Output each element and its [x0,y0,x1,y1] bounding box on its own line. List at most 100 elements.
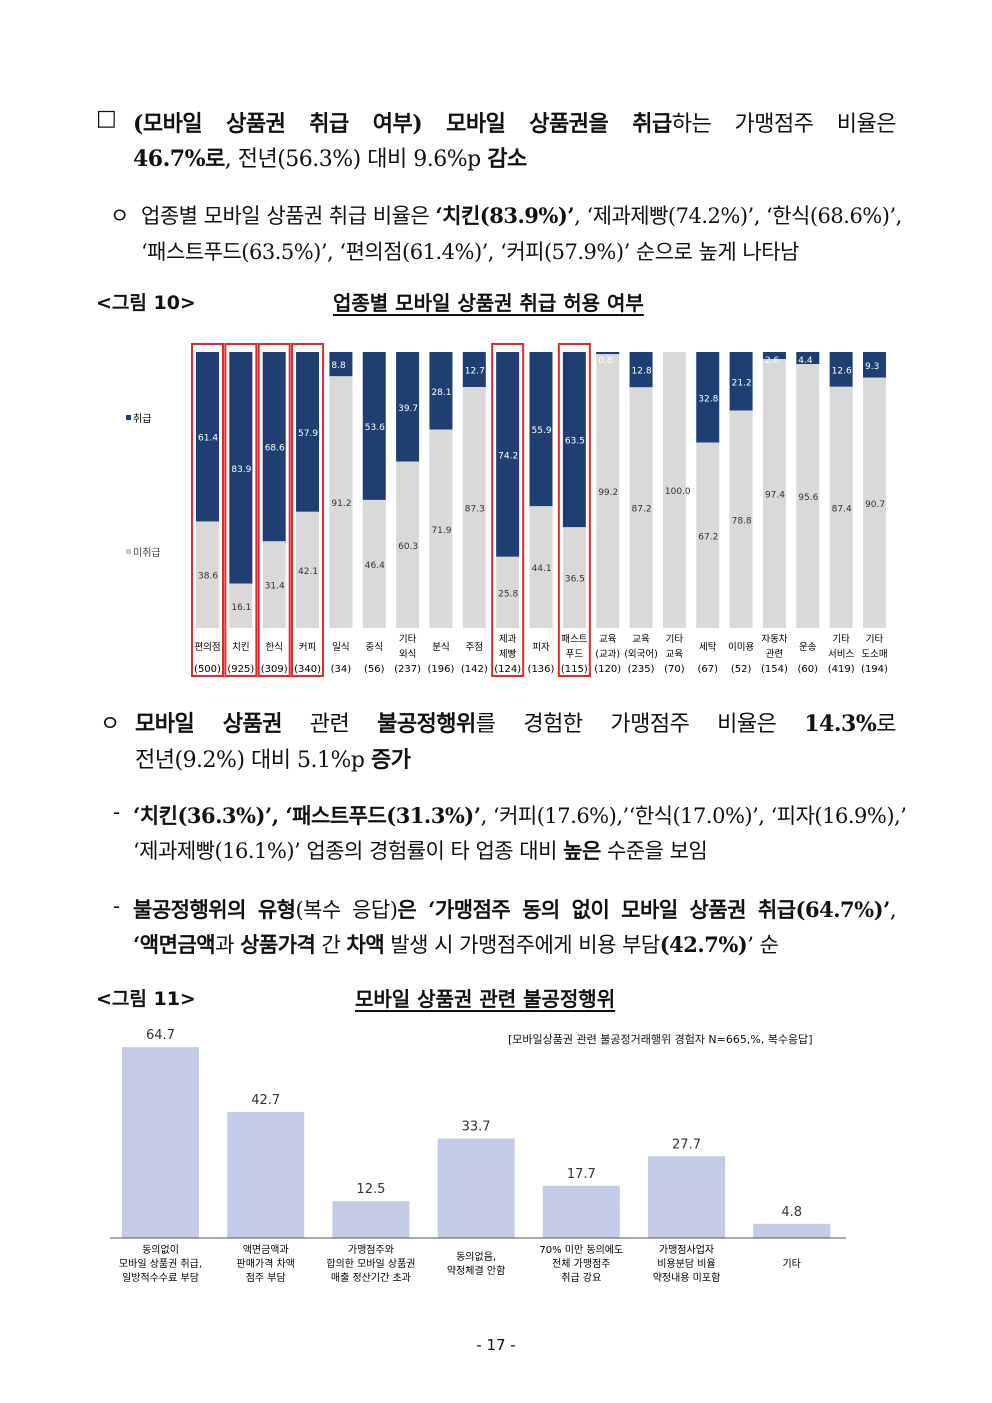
text-segment: (모바일 상품권 취급 여부) 모바일 상품권을 취급 [133,111,672,137]
value-label-not-handled: 71.9 [431,526,451,536]
category-label: 합의한 모바일 상품권 [326,1258,415,1270]
category-label: 한식 [265,642,282,653]
text-segment: 높은 [563,838,601,863]
value-label-not-handled: 99.2 [598,488,618,498]
text-segment: ‘치킨(83.9%)’ [435,203,575,228]
bar-not-handled [429,429,453,628]
bullet: □ [96,106,117,131]
value-label-not-handled: 91.2 [331,499,351,509]
category-label: 푸드 [566,649,584,660]
bar-handled [596,352,620,355]
value-label-not-handled: 87.3 [465,505,485,515]
bar [122,1047,199,1238]
category-label: (외국어) [624,648,658,660]
category-label: 운송 [799,642,817,653]
bar-handled [529,352,553,507]
sample-size-label: (136) [528,664,555,675]
value-label: 64.7 [146,1028,175,1043]
text-segment: (복수 응답) [295,898,398,922]
bar-not-handled [562,527,586,628]
category-label: 교육 [632,634,650,645]
figure-10-label: <그림 10> [96,292,196,314]
category-label: 일식 [332,642,349,653]
text-segment: 로 [876,712,896,737]
bar-handled [696,352,720,443]
sample-size-label: (154) [761,664,788,675]
highlight-box [257,343,291,677]
sample-size-label: (419) [828,664,855,675]
category-label: 서비스 [828,649,854,660]
value-label-not-handled: 44.1 [532,564,552,574]
bar-handled [863,352,886,378]
sample-size-label: (120) [594,664,621,675]
value-label-handled: 83.9 [231,465,251,475]
value-label-not-handled: 60.3 [398,542,418,552]
text-segment: 발생 시 가맹점주에게 비용 부담 [384,933,660,957]
page-number: - 17 - [476,1336,516,1354]
bar-handled [196,352,219,522]
text-segment: 전년(9.2%) 대비 5.1%p [135,748,371,773]
sample-size-label: (142) [461,664,488,675]
value-label-not-handled: 100.0 [665,487,691,497]
value-label-not-handled: 95.6 [798,493,818,503]
text-line: 업종별 모바일 상품권 취급 비율은 ‘치킨(83.9%)’, ‘제과제빵(74… [141,200,902,230]
value-label-handled: 9.3 [865,362,879,372]
text-segment: ‘제과제빵(16.1%)’ 업종의 경험률이 타 업종 대비 [133,839,564,863]
text-line: ‘제과제빵(16.1%)’ 업종의 경험률이 타 업종 대비 높은 수준을 보임 [133,835,708,865]
text-line: 전년(9.2%) 대비 5.1%p 증가 [135,742,411,774]
sample-size-label: (115) [561,664,588,675]
legend-handled: 취급 [133,413,151,425]
bar [648,1156,725,1238]
value-label: 17.7 [567,1167,596,1182]
category-label: 약정내용 미포함 [653,1272,721,1284]
value-label-handled: 63.5 [565,437,585,447]
value-label-handled: 21.2 [732,378,752,388]
text-line: 모바일 상품권 관련 불공정행위를 경험한 가맹점주 비율은 14.3%로 [135,706,896,738]
category-label: 취급 강요 [561,1272,601,1284]
category-label: 판매가격 차액 [237,1257,295,1270]
value-label-handled: 39.7 [398,404,418,414]
value-label-not-handled: 87.4 [832,504,852,514]
bar-not-handled [762,359,786,628]
bar-handled [396,352,420,462]
category-label: 도소매 [861,649,887,660]
bar-handled [729,352,753,411]
sample-size-label: (67) [697,664,718,675]
bar-not-handled [729,410,753,628]
category-label: 패스트 [561,634,587,645]
bar-not-handled [396,461,420,628]
category-label: (교과) [595,649,620,660]
bar-not-handled [296,511,320,628]
bar [437,1138,515,1238]
bar-handled [629,352,653,388]
value-label-handled: 55.9 [532,426,552,436]
category-label: 치킨 [232,641,249,653]
text-line: ‘치킨(36.3%)’, ‘패스트푸드(31.3%)’, ‘커피(17.6%),… [133,800,907,830]
text-segment: 불공정행위 [377,711,476,737]
sample-size-label: (500) [194,664,221,675]
category-label: 약정체결 안함 [447,1265,505,1277]
bar-not-handled [529,506,553,628]
bar-handled [762,352,786,360]
value-label-not-handled: 46.4 [365,561,385,571]
figure-11-title: 모바일 상품권 관련 불공정행위 [355,987,616,1011]
text-line: (모바일 상품권 취급 여부) 모바일 상품권을 취급하는 가맹점주 비율은 [133,106,897,138]
text-segment: 모바일 상품권 [135,711,282,737]
bar-handled [362,352,386,500]
value-label-handled: 0.8 [598,356,613,366]
category-label: 제빵 [499,649,517,660]
text-segment: 하는 가맹점주 비율은 [671,112,897,137]
chart-note: [모바일상품권 관련 불공정거래행위 경험자 N=665,%, 복수응답] [508,1033,813,1046]
bar-not-handled [262,541,286,628]
text-segment: 를 경험한 가맹점주 비율은 [475,712,805,737]
bar-not-handled [696,442,720,628]
value-label-handled: 28.1 [431,388,451,398]
value-label-handled: 57.9 [298,429,318,439]
bar-handled [829,352,853,387]
sample-size-label: (309) [261,664,288,675]
value-label: 4.8 [781,1205,802,1220]
category-label: 교육 [666,649,684,660]
text-segment: , [889,898,897,922]
bar-handled [296,352,320,512]
